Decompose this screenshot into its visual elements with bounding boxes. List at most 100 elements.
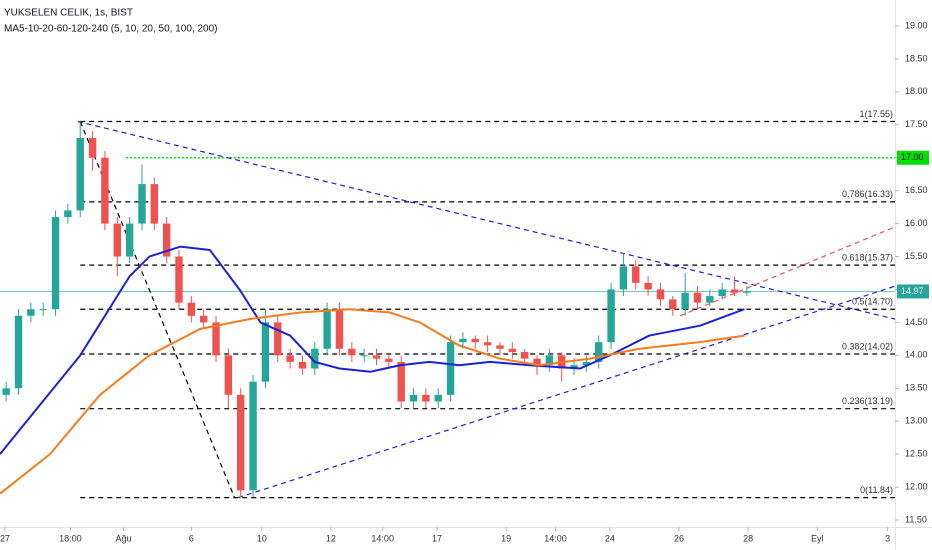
candle-body (372, 355, 381, 359)
chart-title: YUKSELEN CELIK, 1s, BIST (4, 8, 133, 19)
x-tick-label: 6 (189, 533, 194, 543)
candle-body (187, 302, 196, 316)
candle-body (224, 355, 233, 395)
fib-label: 1(17.55) (859, 109, 893, 119)
y-tick-label: 13.00 (905, 416, 928, 426)
candle-body (409, 394, 418, 402)
candle-body (582, 361, 591, 366)
fib-label: 0(11.84) (860, 485, 893, 495)
candle-body (348, 348, 356, 356)
x-tick-label: 24 (605, 533, 615, 543)
candle-body (644, 282, 652, 290)
candle-body (150, 184, 159, 224)
candle-body (483, 342, 492, 346)
y-tick-label: 18.50 (905, 53, 928, 63)
candle-body (434, 394, 442, 402)
candle-body (125, 223, 134, 257)
candle-body (422, 394, 430, 402)
candle-body (360, 355, 368, 357)
x-tick-label: 27 (0, 533, 10, 543)
moving-average (0, 245, 745, 455)
moving-average (0, 308, 745, 495)
fib-label: 0.618(15.37) (842, 252, 893, 262)
x-tick-label: 19 (501, 533, 511, 543)
candle-body (730, 289, 739, 293)
candle-body (681, 292, 689, 310)
candle-body (446, 342, 455, 395)
candle-body (718, 289, 726, 297)
x-tick-label: 12 (326, 533, 336, 543)
x-tick-label: 10 (257, 533, 267, 543)
candle-body (743, 291, 751, 293)
y-tick-label: 19.00 (905, 20, 928, 30)
y-tick-label: 14.50 (905, 317, 928, 327)
fib-label: 0.5(14.70) (852, 297, 893, 307)
candle-body (76, 137, 84, 211)
candle-body (323, 309, 331, 349)
candle-body (175, 256, 183, 303)
trendline (238, 285, 896, 499)
y-tick-label: 16.50 (905, 185, 928, 195)
candle-body (2, 388, 10, 395)
candle-body (459, 338, 467, 343)
candle-body (286, 355, 294, 362)
candle-body (311, 348, 319, 369)
candle-body (397, 361, 405, 402)
x-tick-label: 26 (674, 533, 684, 543)
candle-body (496, 345, 504, 349)
candle-body (385, 358, 393, 362)
candle-body (545, 355, 554, 366)
y-tick-label: 18.00 (905, 86, 928, 96)
candle-body (656, 289, 665, 300)
candle-body (520, 352, 529, 359)
candle-body (199, 315, 208, 323)
candle-body (274, 322, 282, 356)
candle-body (113, 223, 121, 257)
candle-body (706, 296, 714, 303)
y-tick-label: 14.00 (905, 350, 928, 360)
last-price-tag (897, 284, 929, 299)
candle-body (64, 210, 72, 218)
candle-body (693, 292, 702, 303)
y-tick-label: 13.50 (905, 383, 928, 393)
fib-label: 0.236(13.19) (842, 396, 893, 406)
x-tick-label: 28 (743, 533, 753, 543)
candle-body (88, 137, 97, 158)
candle-body (237, 394, 245, 491)
candle-body (607, 289, 615, 343)
candle-body (508, 348, 517, 353)
candle-body (27, 309, 35, 316)
alert-tag (897, 150, 929, 165)
candle-body (249, 381, 257, 491)
candle-body (619, 266, 628, 290)
candle-body (212, 322, 220, 356)
y-tick-label: 16.00 (905, 218, 928, 228)
x-tick-label: 3 (885, 533, 890, 543)
x-tick-label: 18:00 (59, 533, 82, 543)
candle-body (14, 315, 23, 389)
candle-body (595, 342, 603, 362)
candle-body (101, 157, 109, 224)
candle-body (162, 223, 171, 257)
candle-body (533, 358, 541, 366)
x-tick-label: 17 (432, 533, 442, 543)
y-tick-label: 11.50 (905, 514, 927, 524)
candle-body (335, 309, 344, 349)
candle-body (471, 338, 479, 343)
last-price-label: 14.97 (901, 286, 924, 296)
x-tick-label: 14:00 (371, 533, 394, 543)
candle-body (39, 309, 47, 311)
y-tick-label: 17.50 (905, 119, 928, 129)
candle-body (51, 217, 60, 310)
x-tick-label: Eyl (811, 533, 824, 543)
x-tick-label: 14:00 (544, 533, 567, 543)
candle-body (632, 266, 640, 283)
candle-body (298, 361, 307, 369)
fib-label: 0.786(16.33) (842, 189, 893, 199)
candle-body (138, 184, 146, 224)
candle-body (669, 299, 677, 310)
y-tick-label: 15.50 (905, 251, 928, 261)
x-tick-label: Ağu (115, 533, 131, 543)
